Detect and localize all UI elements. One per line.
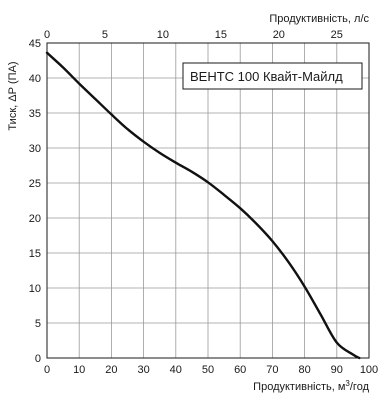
bottom-axis-title-suffix: /год — [350, 381, 370, 393]
legend: ВЕНТС 100 Квайт-Майлд — [182, 62, 363, 90]
x-tick-label: 40 — [170, 364, 182, 376]
top-x-tick-label: 0 — [44, 29, 50, 41]
series — [45, 51, 361, 360]
plot-frame — [46, 42, 370, 359]
top-x-tick-label: 15 — [215, 29, 227, 41]
x-tick-label: 60 — [234, 364, 246, 376]
y-tick-label: 0 — [35, 353, 41, 365]
y-tick-label: 30 — [29, 143, 41, 155]
legend-box — [182, 62, 363, 90]
y-tick-label: 20 — [29, 213, 41, 225]
top-x-tick-label: 10 — [157, 29, 169, 41]
bottom-axis-title-sup: 3 — [345, 379, 350, 388]
y-tick-label: 35 — [29, 108, 41, 120]
x-tick-label: 20 — [105, 364, 117, 376]
x-tick-label: 70 — [266, 364, 278, 376]
y-tick-label: 10 — [29, 283, 41, 295]
bottom-axis-title: Продуктивність, м3/год — [253, 379, 369, 393]
y-axis-title: Тиск, ΔР (ПА) — [7, 61, 19, 130]
x-tick-label: 50 — [202, 364, 214, 376]
bottom-axis-title-prefix: Продуктивність, м — [253, 381, 345, 393]
y-tick-label: 25 — [29, 178, 41, 190]
x-tick-label: 30 — [137, 364, 149, 376]
x-tick-label: 10 — [73, 364, 85, 376]
y-tick-label: 45 — [29, 38, 41, 50]
grid — [47, 43, 369, 358]
top-x-tick-label: 20 — [273, 29, 285, 41]
y-tick-label: 15 — [29, 248, 41, 260]
x-tick-label: 80 — [298, 364, 310, 376]
series-line — [45, 51, 361, 360]
legend-label: ВЕНТС 100 Квайт-Майлд — [190, 69, 343, 84]
x-tick-label: 0 — [44, 364, 50, 376]
y-tick-label: 5 — [35, 318, 41, 330]
top-x-tick-label: 25 — [331, 29, 343, 41]
top-x-tick-label: 5 — [102, 29, 108, 41]
x-tick-label: 90 — [331, 364, 343, 376]
y-tick-label: 40 — [29, 73, 41, 85]
top-axis-title: Продуктивність, л/с — [269, 13, 369, 25]
x-tick-label: 100 — [360, 364, 378, 376]
tick-labels: 0 10 20 30 40 50 60 70 80 90 100051015202530354045… — [29, 29, 378, 376]
